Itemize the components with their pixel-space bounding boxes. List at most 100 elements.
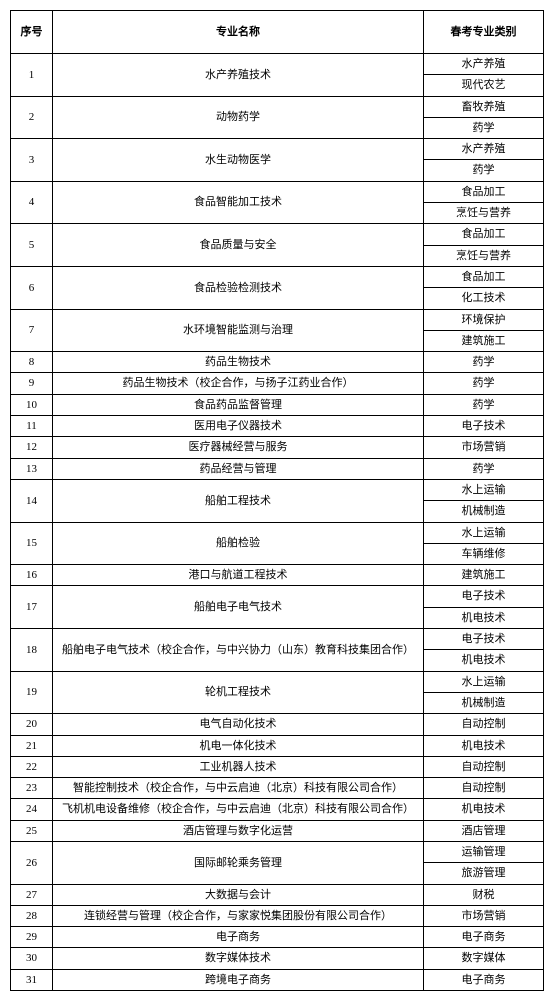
table-row: 12医疗器械经营与服务市场营销: [11, 437, 544, 458]
cell-category: 建筑施工: [424, 330, 544, 351]
cell-seq: 1: [11, 54, 53, 97]
cell-name: 医疗器械经营与服务: [53, 437, 424, 458]
cell-seq: 22: [11, 756, 53, 777]
cell-category: 市场营销: [424, 905, 544, 926]
table-row: 30数字媒体技术数字媒体: [11, 948, 544, 969]
table-row: 23智能控制技术（校企合作，与中云启迪（北京）科技有限公司合作）自动控制: [11, 778, 544, 799]
cell-seq: 3: [11, 139, 53, 182]
cell-name: 数字媒体技术: [53, 948, 424, 969]
cell-seq: 24: [11, 799, 53, 820]
cell-name: 船舶电子电气技术（校企合作，与中兴协力（山东）教育科技集团合作）: [53, 629, 424, 672]
cell-seq: 9: [11, 373, 53, 394]
table-row: 13药品经营与管理药学: [11, 458, 544, 479]
cell-category: 自动控制: [424, 714, 544, 735]
cell-seq: 25: [11, 820, 53, 841]
cell-seq: 7: [11, 309, 53, 352]
cell-seq: 8: [11, 352, 53, 373]
cell-seq: 14: [11, 479, 53, 522]
cell-name: 智能控制技术（校企合作，与中云启迪（北京）科技有限公司合作）: [53, 778, 424, 799]
cell-name: 药品经营与管理: [53, 458, 424, 479]
cell-seq: 10: [11, 394, 53, 415]
cell-name: 机电一体化技术: [53, 735, 424, 756]
table-row: 16港口与航道工程技术建筑施工: [11, 565, 544, 586]
cell-category: 酒店管理: [424, 820, 544, 841]
table-row: 2动物药学畜牧养殖: [11, 96, 544, 117]
cell-name: 工业机器人技术: [53, 756, 424, 777]
cell-name: 电子商务: [53, 927, 424, 948]
table-row: 21机电一体化技术机电技术: [11, 735, 544, 756]
cell-category: 食品加工: [424, 266, 544, 287]
table-row: 4食品智能加工技术食品加工: [11, 181, 544, 202]
cell-name: 水生动物医学: [53, 139, 424, 182]
table-row: 3水生动物医学水产养殖: [11, 139, 544, 160]
cell-seq: 5: [11, 224, 53, 267]
cell-name: 食品质量与安全: [53, 224, 424, 267]
cell-name: 水环境智能监测与治理: [53, 309, 424, 352]
cell-seq: 6: [11, 266, 53, 309]
table-row: 28连锁经营与管理（校企合作，与家家悦集团股份有限公司合作）市场营销: [11, 905, 544, 926]
cell-category: 烹饪与营养: [424, 245, 544, 266]
cell-name: 酒店管理与数字化运营: [53, 820, 424, 841]
table-row: 10食品药品监督管理药学: [11, 394, 544, 415]
cell-category: 电子技术: [424, 586, 544, 607]
cell-seq: 20: [11, 714, 53, 735]
cell-category: 畜牧养殖: [424, 96, 544, 117]
cell-seq: 16: [11, 565, 53, 586]
cell-name: 食品智能加工技术: [53, 181, 424, 224]
cell-category: 药学: [424, 352, 544, 373]
table-row: 5食品质量与安全食品加工: [11, 224, 544, 245]
cell-category: 电子技术: [424, 416, 544, 437]
cell-name: 港口与航道工程技术: [53, 565, 424, 586]
cell-category: 食品加工: [424, 181, 544, 202]
cell-seq: 31: [11, 969, 53, 990]
cell-category: 药学: [424, 394, 544, 415]
cell-seq: 11: [11, 416, 53, 437]
cell-category: 药学: [424, 117, 544, 138]
cell-seq: 23: [11, 778, 53, 799]
cell-category: 运输管理: [424, 841, 544, 862]
table-head: 序号 专业名称 春考专业类别: [11, 11, 544, 54]
cell-category: 机电技术: [424, 607, 544, 628]
cell-name: 船舶检验: [53, 522, 424, 565]
table-row: 20电气自动化技术自动控制: [11, 714, 544, 735]
table-row: 1水产养殖技术水产养殖: [11, 54, 544, 75]
table-row: 7水环境智能监测与治理环境保护: [11, 309, 544, 330]
table-row: 8药品生物技术药学: [11, 352, 544, 373]
cell-seq: 28: [11, 905, 53, 926]
cell-seq: 2: [11, 96, 53, 139]
table-row: 14船舶工程技术水上运输: [11, 479, 544, 500]
header-cat: 春考专业类别: [424, 11, 544, 54]
cell-name: 动物药学: [53, 96, 424, 139]
cell-name: 船舶工程技术: [53, 479, 424, 522]
cell-category: 电子技术: [424, 629, 544, 650]
cell-category: 药学: [424, 160, 544, 181]
cell-seq: 4: [11, 181, 53, 224]
cell-category: 车辆维修: [424, 543, 544, 564]
cell-name: 药品生物技术（校企合作，与扬子江药业合作）: [53, 373, 424, 394]
table-row: 9药品生物技术（校企合作，与扬子江药业合作）药学: [11, 373, 544, 394]
cell-category: 市场营销: [424, 437, 544, 458]
cell-category: 机械制造: [424, 692, 544, 713]
table-row: 25酒店管理与数字化运营酒店管理: [11, 820, 544, 841]
cell-seq: 29: [11, 927, 53, 948]
cell-name: 连锁经营与管理（校企合作，与家家悦集团股份有限公司合作）: [53, 905, 424, 926]
cell-name: 水产养殖技术: [53, 54, 424, 97]
cell-name: 轮机工程技术: [53, 671, 424, 714]
cell-name: 医用电子仪器技术: [53, 416, 424, 437]
table-row: 15船舶检验水上运输: [11, 522, 544, 543]
cell-category: 财税: [424, 884, 544, 905]
cell-category: 水上运输: [424, 479, 544, 500]
cell-category: 自动控制: [424, 778, 544, 799]
cell-name: 船舶电子电气技术: [53, 586, 424, 629]
cell-category: 机电技术: [424, 735, 544, 756]
cell-category: 环境保护: [424, 309, 544, 330]
cell-seq: 27: [11, 884, 53, 905]
cell-category: 机电技术: [424, 650, 544, 671]
cell-name: 食品检验检测技术: [53, 266, 424, 309]
cell-name: 药品生物技术: [53, 352, 424, 373]
cell-category: 电子商务: [424, 927, 544, 948]
cell-category: 食品加工: [424, 224, 544, 245]
cell-category: 水产养殖: [424, 54, 544, 75]
cell-category: 药学: [424, 373, 544, 394]
cell-category: 数字媒体: [424, 948, 544, 969]
